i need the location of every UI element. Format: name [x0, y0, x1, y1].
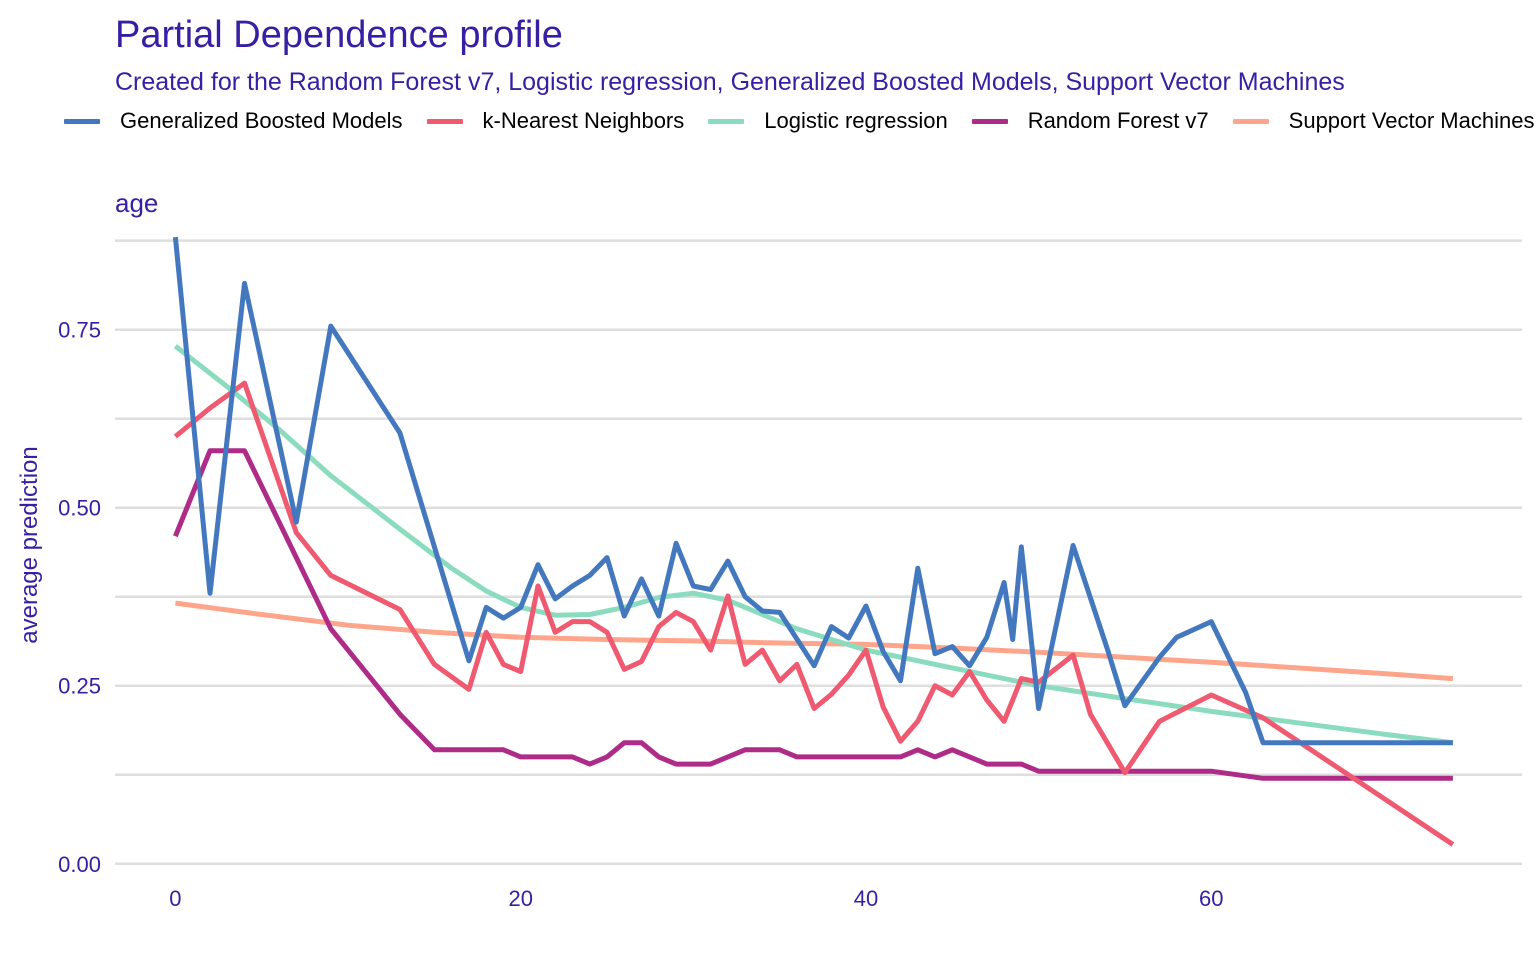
x-tick-label: 0 [169, 886, 181, 911]
x-tick-label: 40 [854, 886, 878, 911]
series-lines [175, 237, 1453, 844]
gridlines [115, 241, 1522, 864]
x-tick-label: 20 [508, 886, 532, 911]
series-line-random-forest-v7 [175, 451, 1453, 779]
y-tick-label: 0.25 [58, 674, 101, 699]
x-tick-label: 60 [1199, 886, 1223, 911]
y-axis-ticks: 0.00 0.25 0.50 0.75 [58, 318, 101, 877]
y-tick-label: 0.00 [58, 852, 101, 877]
y-tick-label: 0.75 [58, 318, 101, 343]
y-tick-label: 0.50 [58, 496, 101, 521]
y-axis-label: average prediction [16, 446, 43, 643]
facet-label: age [115, 188, 158, 218]
x-axis-ticks: 0 20 40 60 [169, 886, 1223, 911]
series-line-logistic-regression [175, 346, 1453, 743]
